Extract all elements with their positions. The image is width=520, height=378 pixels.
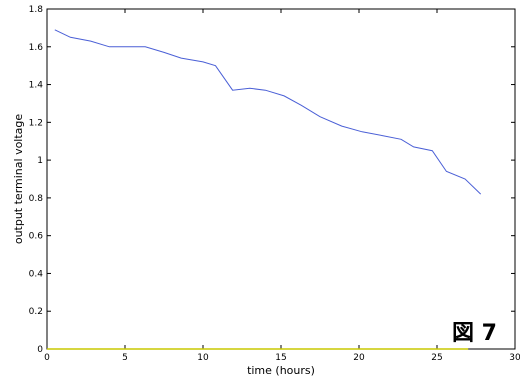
x-tick-label: 5 <box>122 353 128 363</box>
x-tick-label: 10 <box>197 353 209 363</box>
x-tick-label: 30 <box>509 353 520 363</box>
x-tick-label: 15 <box>275 353 286 363</box>
y-tick-label: 0.2 <box>29 307 43 317</box>
y-tick-label: 0 <box>37 345 43 355</box>
x-tick-label: 25 <box>431 353 442 363</box>
x-axis-label: time (hours) <box>247 364 315 377</box>
plot-area <box>46 8 516 350</box>
y-tick-label: 1.8 <box>29 5 44 15</box>
y-tick-label: 0.4 <box>29 269 44 279</box>
y-tick-label: 0.6 <box>29 232 44 242</box>
y-tick-label: 1 <box>37 156 43 166</box>
y-tick-label: 0.8 <box>29 194 44 204</box>
series-layer <box>47 29 482 350</box>
y-tick-label: 1.6 <box>29 43 44 53</box>
x-tick-label: 0 <box>44 353 50 363</box>
y-axis-label: output terminal voltage <box>12 114 25 245</box>
y-tick-label: 1.2 <box>29 118 43 128</box>
series-line-1 <box>54 29 482 195</box>
y-tick-label: 1.4 <box>29 81 44 91</box>
figure-label: 図 7 <box>452 321 497 346</box>
x-tick-label: 20 <box>353 353 365 363</box>
axis-ticks: 0 5 10 15 20 25 30 0 0.2 0.4 0.6 0.8 1 1.2 1.4 1.6 1.8 <box>29 5 520 363</box>
